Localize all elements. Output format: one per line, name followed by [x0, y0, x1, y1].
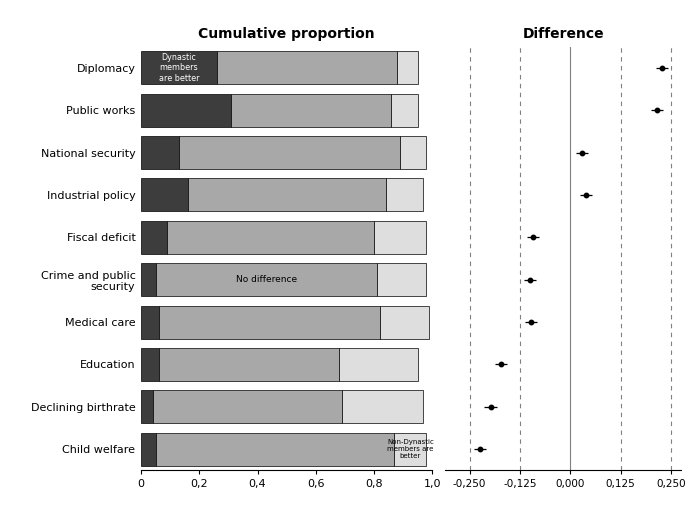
- Bar: [158, 306, 380, 339]
- Bar: [380, 306, 429, 339]
- Bar: [179, 136, 400, 169]
- Bar: [391, 94, 418, 127]
- Bar: [397, 51, 418, 84]
- Text: Non-Dynastic
members are
better: Non-Dynastic members are better: [387, 439, 434, 459]
- Text: No difference: No difference: [236, 275, 297, 284]
- Bar: [141, 221, 167, 254]
- Bar: [155, 433, 394, 466]
- Bar: [155, 263, 377, 296]
- Bar: [394, 433, 427, 466]
- Bar: [374, 221, 427, 254]
- Title: Cumulative proportion: Cumulative proportion: [198, 27, 375, 41]
- Title: Difference: Difference: [522, 27, 604, 41]
- Bar: [377, 263, 427, 296]
- Text: Dynastic
members
are better: Dynastic members are better: [159, 53, 199, 83]
- Bar: [339, 348, 418, 381]
- Bar: [231, 94, 391, 127]
- Bar: [141, 348, 158, 381]
- Bar: [386, 178, 424, 211]
- Bar: [141, 51, 217, 84]
- Bar: [342, 390, 424, 423]
- Bar: [141, 136, 179, 169]
- Bar: [217, 51, 397, 84]
- Bar: [141, 433, 155, 466]
- Bar: [153, 390, 342, 423]
- Bar: [167, 221, 374, 254]
- Bar: [141, 263, 155, 296]
- Bar: [141, 390, 153, 423]
- Bar: [141, 306, 158, 339]
- Bar: [188, 178, 386, 211]
- Bar: [141, 94, 231, 127]
- Bar: [141, 178, 188, 211]
- Bar: [400, 136, 427, 169]
- Bar: [158, 348, 339, 381]
